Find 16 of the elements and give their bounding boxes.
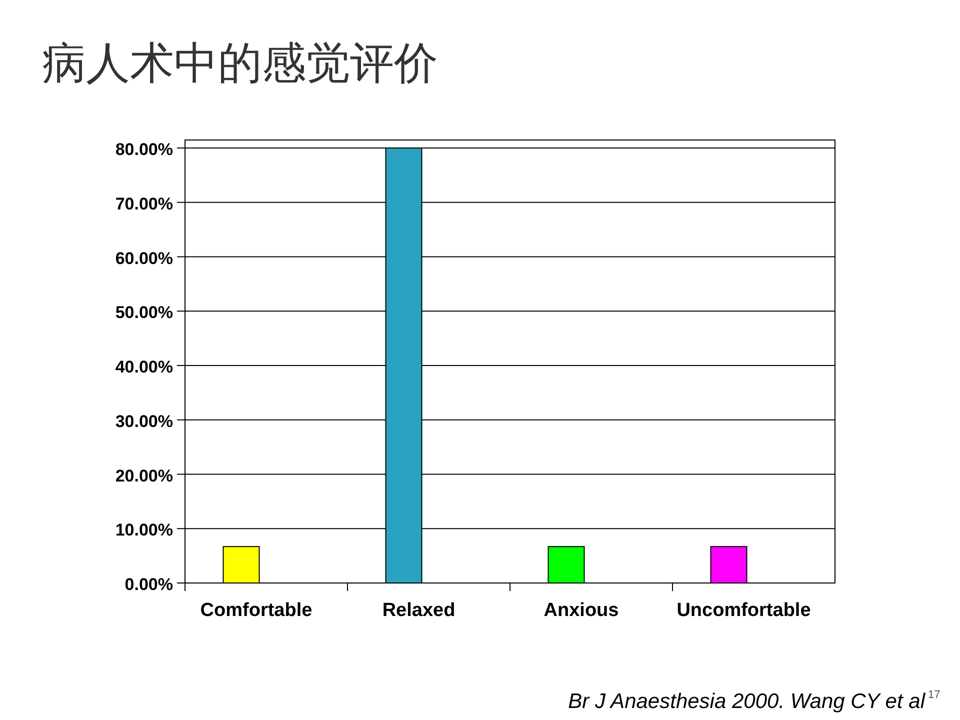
y-tick-label: 0.00% (124, 575, 173, 594)
y-tick-label: 30.00% (115, 412, 173, 431)
y-tick-label: 20.00% (115, 466, 173, 486)
y-tick-label: 10.00% (115, 520, 173, 540)
x-tick-label: Comfortable (200, 600, 312, 621)
text: Br J Anaesthesia 2000. Wang CY et al (568, 690, 926, 713)
chart-title: 病人术中的感觉评价 (42, 39, 438, 88)
y-tick-label: 80.00% (115, 140, 173, 159)
y-tick-label: 60.00% (115, 248, 173, 268)
x-tick-label: Anxious (544, 600, 619, 621)
y-tick-label: 70.00% (115, 194, 173, 214)
x-tick-label: Uncomfortable (676, 600, 811, 621)
text: 17 (928, 689, 940, 701)
y-tick-label: 50.00% (115, 303, 173, 322)
x-tick-label: Relaxed (382, 600, 456, 621)
y-tick-label: 40.00% (115, 358, 173, 376)
